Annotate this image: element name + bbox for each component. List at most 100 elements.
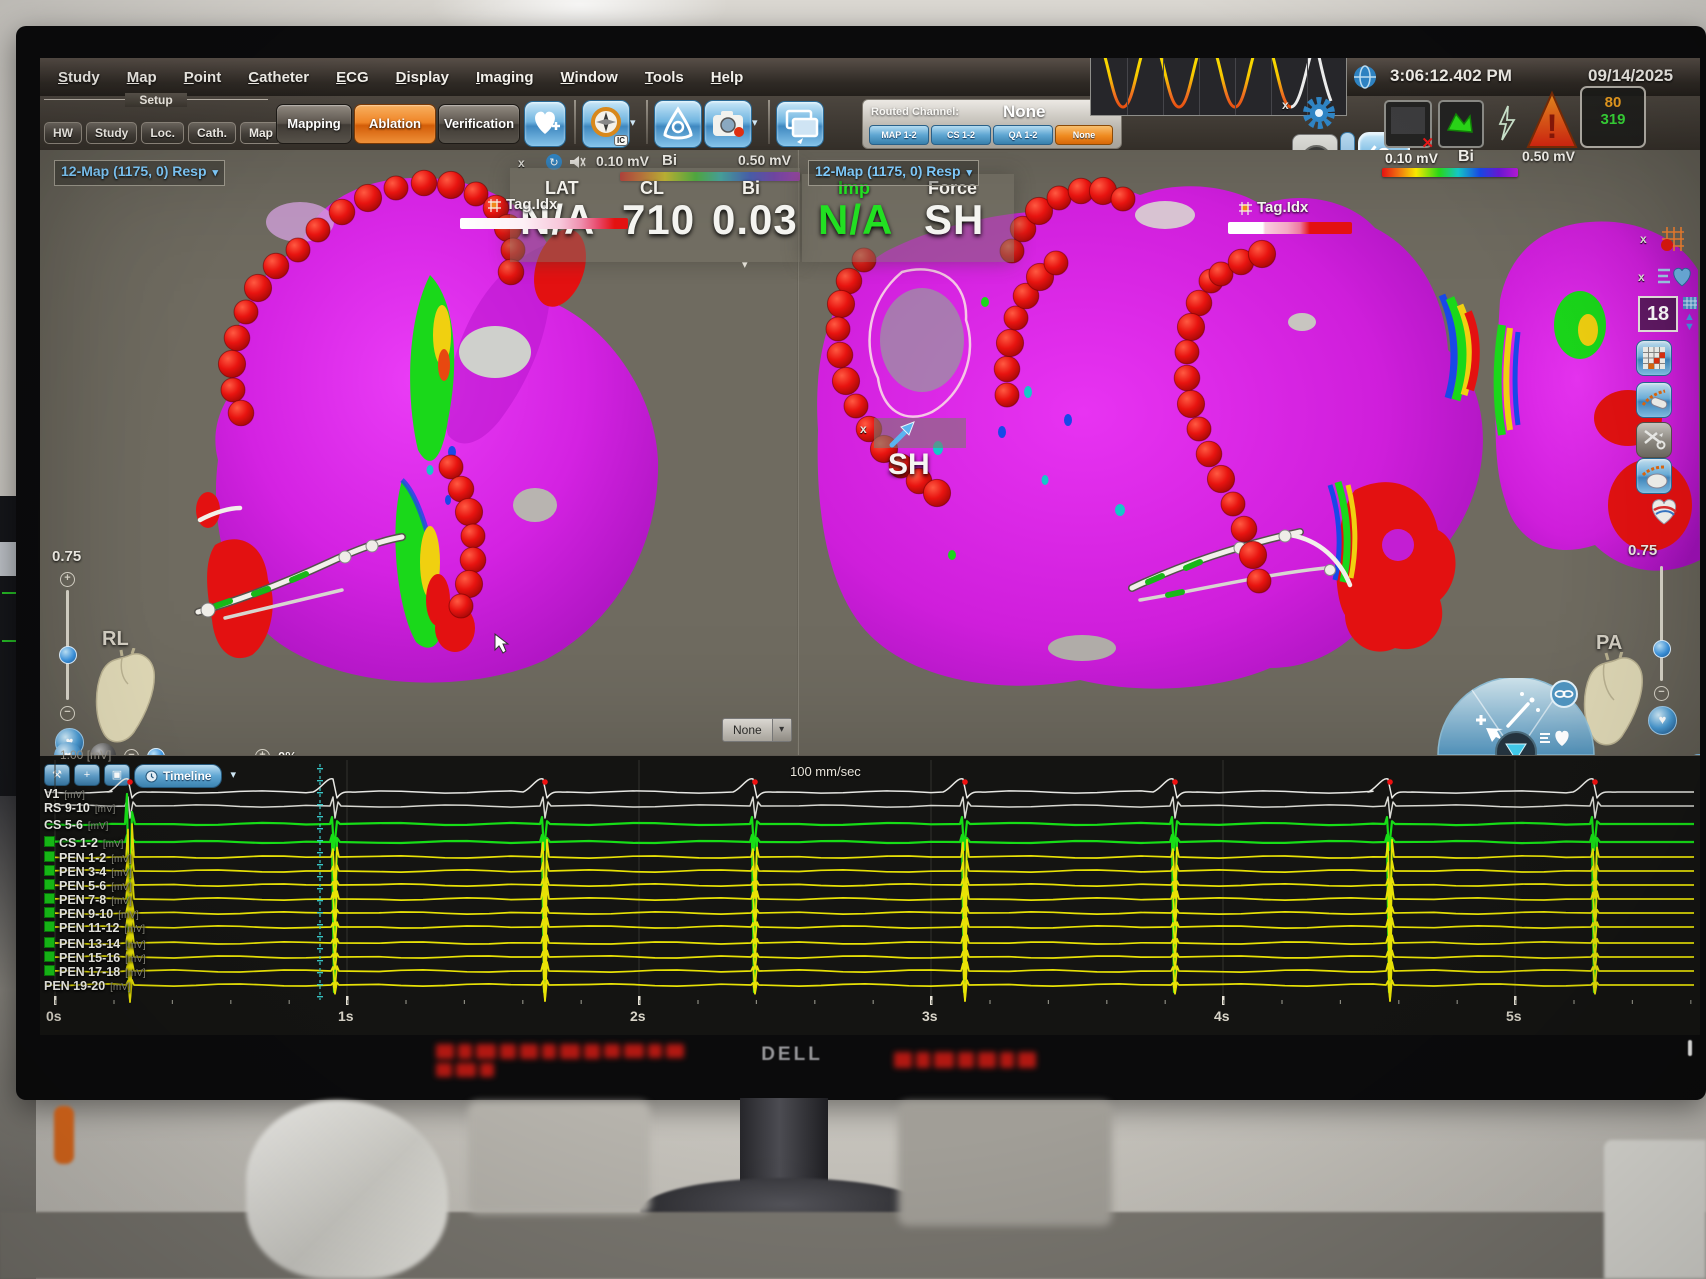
tag-grid-tool[interactable]	[1658, 224, 1688, 259]
channel-label-pen34[interactable]: PEN 3-4 [mV]	[44, 865, 132, 879]
setup-loc-button[interactable]: Loc.	[141, 122, 185, 144]
catheter-tool-button[interactable]	[1636, 382, 1672, 418]
left-gain-track[interactable]	[66, 590, 69, 700]
channel-checkbox[interactable]	[44, 951, 55, 962]
layout-screens-button[interactable]	[776, 101, 824, 147]
routed-map12-button[interactable]: MAP 1-2	[869, 125, 929, 145]
channel-label-rs910[interactable]: RS 9-10 [mV]	[44, 801, 116, 815]
time-tick-2s: 2s	[630, 1008, 646, 1024]
points-number-box[interactable]: 18	[1638, 296, 1678, 332]
view-pie-menu[interactable]	[1436, 678, 1596, 755]
stepper-up[interactable]: ▲	[1684, 311, 1695, 323]
preview-close-button[interactable]: x	[1282, 98, 1289, 112]
channel-label-pen1920[interactable]: PEN 19-20 [mV]	[44, 979, 131, 993]
left-refresh-button[interactable]: ↻	[546, 154, 562, 175]
left-view-close-button[interactable]: x	[518, 156, 525, 170]
right-gain-minus[interactable]: −	[1654, 686, 1669, 701]
menu-ecg[interactable]: ECG	[336, 68, 369, 86]
verification-mode-button[interactable]: Verification	[438, 104, 520, 144]
right-gain-track[interactable]	[1660, 566, 1663, 681]
menu-display[interactable]: Display	[395, 68, 449, 86]
left-heart-model[interactable]	[92, 648, 162, 750]
left-gain-plus[interactable]: +	[60, 572, 75, 587]
snapshot-dropdown-chevron[interactable]: ▾	[752, 117, 758, 129]
bottom-none-dropdown[interactable]: None ▾	[722, 718, 792, 742]
channel-label-pen56[interactable]: PEN 5-6 [mV]	[44, 879, 132, 893]
ecg-toolbar-chevron[interactable]: ▾	[230, 769, 236, 781]
routed-cs12-button[interactable]: CS 1-2	[931, 125, 991, 145]
menu-window[interactable]: Window	[560, 68, 618, 86]
channel-checkbox[interactable]	[44, 893, 55, 904]
catheter-cage-button[interactable]	[654, 100, 702, 148]
channel-label-pen1516[interactable]: PEN 15-16 [mV]	[44, 951, 146, 965]
compass-dropdown-chevron[interactable]: ▾	[630, 117, 636, 129]
cut-tool-button-disabled[interactable]	[1636, 422, 1672, 458]
left-mute-button[interactable]	[568, 155, 586, 174]
mapping-mode-button[interactable]: Mapping	[276, 104, 352, 144]
tag-grid-close[interactable]: x	[1640, 232, 1647, 246]
channel-label-pen1314[interactable]: PEN 13-14 [mV]	[44, 937, 146, 951]
fast-anatomical-tool[interactable]	[1656, 262, 1692, 295]
location-setup-button[interactable]: IC	[582, 100, 630, 148]
routed-qa12-button[interactable]: QA 1-2	[993, 125, 1053, 145]
overlay-collapse-chevron[interactable]: ▾	[742, 259, 748, 271]
channel-label-pen12[interactable]: PEN 1-2 [mV]	[44, 851, 132, 865]
right-heart-model[interactable]	[1580, 652, 1650, 752]
warning-indicator[interactable]: !	[1526, 90, 1578, 155]
settings-button[interactable]	[1298, 92, 1340, 139]
acquire-point-button[interactable]	[524, 101, 566, 147]
grid-small-button[interactable]	[1682, 296, 1698, 315]
left-gain-minus[interactable]: −	[60, 706, 75, 721]
channel-label-pen78[interactable]: PEN 7-8 [mV]	[44, 893, 132, 907]
fan-tool-close[interactable]: x	[1638, 270, 1645, 284]
routed-none-button[interactable]: None	[1055, 125, 1113, 145]
channel-checkbox[interactable]	[44, 965, 55, 976]
menu-imaging[interactable]: Imaging	[475, 68, 534, 86]
channel-checkbox[interactable]	[44, 836, 55, 847]
setup-cath-button[interactable]: Cath.	[188, 122, 237, 144]
left-gain-thumb[interactable]	[59, 646, 77, 664]
channel-label-pen1112[interactable]: PEN 11-12 [mV]	[44, 921, 145, 935]
menu-help[interactable]: Help	[710, 68, 744, 86]
ecg-setup-button[interactable]: ⚒	[44, 764, 70, 786]
warning-triangle-icon: !	[1526, 90, 1578, 148]
channel-label-pen910[interactable]: PEN 9-10 [mV]	[44, 907, 139, 921]
pie-add-point-icon[interactable]	[1476, 715, 1503, 742]
channel-label-pen1718[interactable]: PEN 17-18 [mV]	[44, 965, 146, 979]
pie-wand-icon[interactable]	[1506, 692, 1540, 728]
channel-label-cs12[interactable]: CS 1-2 [mV]	[44, 836, 123, 850]
sh-tool-bar[interactable]	[874, 418, 966, 448]
right-map-selector[interactable]: 12-Map (1175, 0) Resp ▾	[808, 160, 980, 186]
left-map-anatomy[interactable]	[194, 177, 659, 683]
channel-checkbox[interactable]	[44, 921, 55, 932]
menu-map[interactable]: Map	[126, 68, 157, 86]
channel-checkbox[interactable]	[44, 865, 55, 876]
setup-hw-button[interactable]: HW	[44, 122, 82, 144]
menu-catheter[interactable]: Catheter	[248, 68, 310, 86]
ecg-add-trace-button[interactable]: +	[74, 764, 100, 786]
left-map-selector[interactable]: 12-Map (1175, 0) Resp ▾	[54, 160, 226, 186]
time-tick-3s: 3s	[922, 1008, 938, 1024]
stepper-down[interactable]: ▼	[1684, 321, 1695, 333]
channel-checkbox[interactable]	[44, 907, 55, 918]
sh-overlay-close[interactable]: x	[860, 422, 867, 436]
menu-point[interactable]: Point	[183, 68, 222, 86]
menu-study[interactable]: Study	[58, 68, 100, 86]
time-tick-0s: 0s	[46, 1008, 62, 1024]
ablation-mode-button[interactable]: Ablation	[354, 104, 436, 144]
channel-label-v1[interactable]: V1 [mV]	[44, 787, 85, 801]
right-fill-threshold-button[interactable]: ♥	[1648, 706, 1677, 735]
matrix-tool-button[interactable]	[1636, 340, 1672, 376]
channel-label-cs56[interactable]: CS 5-6 [mV]	[44, 818, 109, 832]
pie-fam-icon[interactable]	[1540, 730, 1569, 746]
timeline-button[interactable]: Timeline	[134, 764, 223, 788]
channel-checkbox[interactable]	[44, 937, 55, 948]
channel-checkbox[interactable]	[44, 851, 55, 862]
catheter-shadow-button[interactable]	[1636, 458, 1672, 494]
setup-study-button[interactable]: Study	[86, 122, 138, 144]
channel-checkbox[interactable]	[44, 879, 55, 890]
menu-tools[interactable]: Tools	[644, 68, 684, 86]
snapshot-button[interactable]	[704, 100, 752, 148]
right-gain-thumb[interactable]	[1653, 640, 1671, 658]
speaker-mute-icon	[570, 156, 586, 168]
